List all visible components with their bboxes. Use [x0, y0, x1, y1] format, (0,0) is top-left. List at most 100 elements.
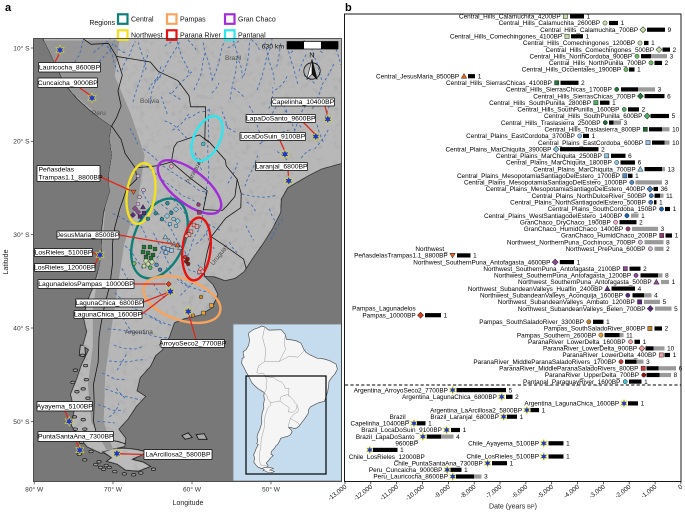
svg-text:1: 1 [641, 213, 645, 220]
svg-text:Northwest_SouthernPuna_Antofag: Northwest_SouthernPuna_Antofagasta_4600B… [413, 259, 550, 266]
svg-text:2: 2 [673, 47, 677, 54]
svg-text:Central_Hills_SouthPunilla_160: Central_Hills_SouthPunilla_1600BP [517, 107, 619, 114]
svg-text:1: 1 [675, 233, 679, 240]
svg-text:3: 3 [665, 180, 669, 187]
svg-text:6: 6 [667, 93, 671, 100]
svg-text:1: 1 [621, 20, 625, 27]
svg-text:Pampas_10000BP: Pampas_10000BP [362, 312, 415, 319]
svg-text:Central_Plains_NorthDulceRiver: Central_Plains_NorthDulceRiver_500BP [532, 193, 647, 200]
svg-text:2: 2 [665, 326, 669, 333]
svg-text:Central_Plains_MesopotamiaSant: Central_Plains_MesopotamiaSantiagoDelEst… [486, 186, 646, 193]
svg-text:Northwest: Northwest [131, 33, 163, 40]
svg-text:Central_Hills_NorthPunilla_700: Central_Hills_NorthPunilla_700BP [549, 60, 646, 67]
svg-text:1: 1 [672, 279, 676, 286]
svg-text:Central_Hills_Comechingones_50: Central_Hills_Comechingones_500BP [545, 47, 654, 54]
svg-text:2: 2 [581, 80, 585, 87]
svg-text:Central_Plains_MarChiquita_700: Central_Plains_MarChiquita_700BP [533, 166, 635, 173]
svg-text:6: 6 [679, 366, 683, 373]
svg-text:Peru_Lauricocha_8600BP: Peru_Lauricocha_8600BP [373, 474, 448, 481]
svg-text:9: 9 [668, 27, 672, 34]
svg-text:2: 2 [639, 219, 643, 226]
svg-text:8: 8 [665, 273, 669, 280]
svg-text:11: 11 [626, 332, 633, 339]
svg-text:3: 3 [670, 53, 674, 60]
svg-text:2: 2 [601, 146, 605, 153]
svg-text:1: 1 [542, 407, 546, 414]
svg-text:3: 3 [624, 120, 628, 127]
svg-text:1: 1 [651, 40, 655, 47]
svg-text:JesusMaria_8500BP: JesusMaria_8500BP [57, 232, 120, 239]
svg-text:2: 2 [515, 394, 519, 401]
svg-text:a: a [5, 2, 12, 14]
svg-text:Cuncaicha_9000BP: Cuncaicha_9000BP [38, 80, 99, 87]
svg-text:Northwest_PrePuna_600BP: Northwest_PrePuna_600BP [566, 246, 646, 253]
svg-text:Central_Hills_NorthCordoba_900: Central_Hills_NorthCordoba_900BP [530, 53, 633, 60]
svg-text:50° S: 50° S [13, 418, 30, 426]
svg-text:Gran Chaco: Gran Chaco [238, 17, 276, 24]
svg-text:ParanaRiver_LowerDelta_1600BP: ParanaRiver_LowerDelta_1600BP [528, 339, 626, 346]
svg-text:Parana River: Parana River [180, 33, 222, 40]
svg-text:Argentina_LagunaChica_1600BP: Argentina_LagunaChica_1600BP [524, 401, 619, 408]
svg-text:Central_Hills_Calamuchita_700B: Central_Hills_Calamuchita_700BP [540, 27, 638, 34]
svg-text:1: 1 [478, 73, 482, 80]
svg-text:1: 1 [444, 312, 448, 319]
svg-text:1: 1 [673, 352, 677, 359]
svg-text:Northwest_SubandeanValleys_Aco: Northwest_SubandeanValleys_Aconquija_160… [480, 293, 623, 300]
svg-text:1: 1 [587, 14, 591, 21]
svg-text:Central_Plains_EastCordoba_370: Central_Plains_EastCordoba_3700BP [466, 133, 575, 140]
svg-text:Chile_PuntaSantaAna_7300BP: Chile_PuntaSantaAna_7300BP [394, 460, 483, 467]
svg-text:1: 1 [673, 206, 677, 213]
svg-text:3: 3 [658, 87, 662, 94]
svg-text:Pantanal: Pantanal [238, 33, 266, 40]
svg-text:Longitude: Longitude [173, 500, 204, 507]
svg-text:Pampas_Lagunadelos: Pampas_Lagunadelos [352, 306, 416, 313]
svg-text:8: 8 [666, 239, 670, 246]
svg-text:LapaDoSanto_9600BP: LapaDoSanto_9600BP [246, 116, 316, 123]
svg-text:6: 6 [638, 160, 642, 167]
svg-text:Pampas: Pampas [180, 17, 206, 24]
svg-text:1: 1 [520, 414, 524, 421]
svg-text:10: 10 [672, 127, 680, 134]
svg-text:2: 2 [665, 60, 669, 67]
svg-text:5: 5 [674, 306, 678, 313]
svg-text:Brazil: Brazil [225, 55, 242, 62]
svg-text:1: 1 [473, 253, 477, 260]
svg-text:1: 1 [566, 454, 570, 461]
svg-text:Northwest_SouthernPuna_Antofag: Northwest_SouthernPuna_Antofagasta_500BP [518, 279, 652, 286]
svg-text:Brazil_LocaDoSuin_9100BP: Brazil_LocaDoSuin_9100BP [361, 427, 442, 434]
svg-text:ParanaRiver_MiddleParanaSalado: ParanaRiver_MiddleParanaSaladoRivers_170… [473, 359, 616, 366]
svg-text:5: 5 [663, 299, 667, 306]
svg-text:Ayayema_5100BP: Ayayema_5100BP [37, 403, 94, 410]
svg-text:Central_Plains_MarChiquita_180: Central_Plains_MarChiquita_1800BP [506, 160, 612, 167]
svg-text:LocaDoSuin_9100BP: LocaDoSuin_9100BP [240, 134, 305, 141]
svg-text:11: 11 [666, 193, 673, 200]
svg-text:80° W: 80° W [25, 486, 44, 494]
svg-text:4: 4 [654, 293, 658, 300]
svg-text:1: 1 [606, 319, 610, 326]
svg-text:1: 1 [643, 339, 647, 346]
svg-text:Central_Plains_SouthCordoba_15: Central_Plains_SouthCordoba_150BP [548, 206, 657, 213]
svg-text:Northwest_SouthernPuna_Antofag: Northwest_SouthernPuna_Antofagasta_1200B… [494, 273, 631, 280]
svg-text:4: 4 [638, 286, 642, 293]
svg-text:Chile_LosRieles_5100BP: Chile_LosRieles_5100BP [467, 454, 539, 461]
svg-text:Central_Plains_EastCordoba_600: Central_Plains_EastCordoba_600BP [538, 140, 643, 147]
svg-text:10° S: 10° S [13, 44, 30, 52]
svg-text:Brazil_Laranjal_6800BP: Brazil_Laranjal_6800BP [430, 414, 499, 421]
svg-text:Northwest_: Northwest_ [415, 246, 448, 253]
svg-text:1: 1 [463, 427, 467, 434]
svg-text:2: 2 [643, 266, 647, 273]
svg-text:1: 1 [577, 259, 581, 266]
svg-text:1: 1 [592, 133, 596, 140]
svg-text:N: N [309, 51, 314, 60]
svg-text:10: 10 [667, 346, 675, 353]
svg-text:b: b [345, 2, 352, 14]
svg-text:Lauricocha_8600BP: Lauricocha_8600BP [39, 64, 101, 71]
svg-text:1: 1 [641, 401, 645, 408]
svg-text:60° W: 60° W [183, 486, 202, 494]
svg-text:Central_Hills_SouthPunilla_600: Central_Hills_SouthPunilla_600BP [544, 113, 642, 120]
svg-text:Pantanal_ParaguayRiver_1600BP: Pantanal_ParaguayRiver_1600BP [523, 379, 620, 386]
svg-text:4: 4 [456, 434, 460, 441]
svg-text:1: 1 [612, 100, 616, 107]
svg-text:Peru: Peru [92, 110, 106, 117]
svg-text:630 km: 630 km [262, 44, 285, 51]
